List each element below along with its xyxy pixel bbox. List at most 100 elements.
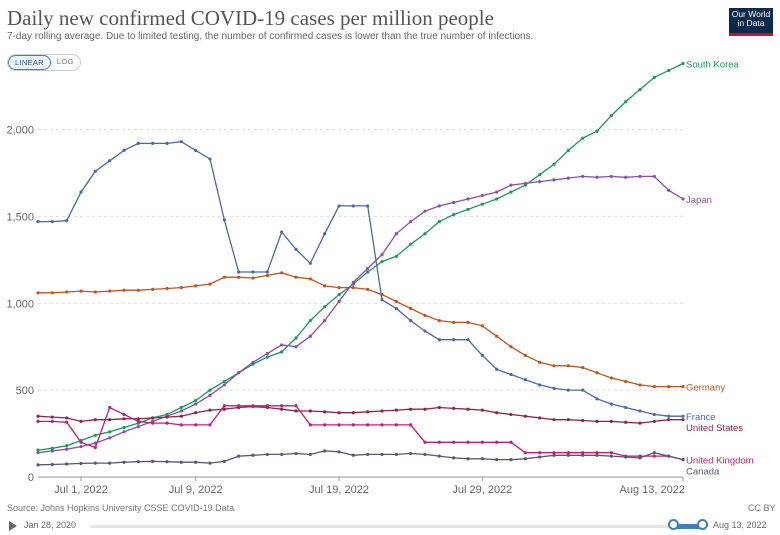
data-point-japan <box>638 174 642 179</box>
data-point-germany <box>523 353 527 357</box>
data-point-united-states <box>595 419 599 423</box>
data-point-united-kingdom <box>566 451 570 455</box>
data-point-south-korea <box>624 100 628 104</box>
data-point-united-states <box>452 406 456 410</box>
x-tick-label: Jul 19, 2022 <box>309 484 369 496</box>
data-point-canada <box>251 453 255 457</box>
data-point-canada <box>581 453 585 457</box>
data-point-canada <box>523 457 527 461</box>
data-point-canada <box>237 454 241 458</box>
license-label[interactable]: CC BY <box>748 503 776 513</box>
data-point-canada <box>595 453 599 457</box>
data-point-japan <box>366 266 370 271</box>
data-point-france <box>624 405 628 410</box>
data-point-united-kingdom <box>208 423 212 427</box>
data-point-united-states <box>136 417 140 421</box>
data-point-japan <box>194 402 198 406</box>
data-point-canada <box>323 449 327 453</box>
data-point-japan <box>437 204 441 208</box>
data-point-south-korea <box>337 292 341 297</box>
data-point-united-states <box>624 420 628 424</box>
data-point-germany <box>122 288 126 292</box>
y-tick-label: 1,000 <box>6 298 34 310</box>
data-point-united-states <box>380 409 384 413</box>
data-point-united-states <box>638 421 642 425</box>
data-point-france <box>652 412 656 417</box>
data-point-japan <box>65 447 69 451</box>
timeline-start-label: Jan 28, 2020 <box>24 520 77 530</box>
data-point-united-states <box>79 419 83 423</box>
data-point-united-kingdom <box>480 440 484 444</box>
data-point-germany <box>566 364 570 368</box>
data-point-germany <box>165 286 169 291</box>
data-point-united-kingdom <box>394 423 398 427</box>
data-point-united-kingdom <box>538 451 542 455</box>
timeline-end-handle[interactable] <box>697 519 708 530</box>
data-point-south-korea <box>581 136 585 140</box>
data-point-united-kingdom <box>609 451 613 455</box>
data-point-united-kingdom <box>595 451 599 455</box>
series-united-states <box>36 405 685 425</box>
play-icon[interactable] <box>9 521 17 531</box>
timeline-selection[interactable] <box>674 524 704 529</box>
data-point-japan <box>308 334 312 338</box>
series-label-united-states[interactable]: United States <box>686 423 743 434</box>
series-line-united-kingdom <box>38 405 684 461</box>
data-point-canada <box>222 459 226 463</box>
data-point-france <box>222 218 226 222</box>
data-point-germany <box>423 313 427 318</box>
data-point-france <box>681 414 685 418</box>
data-point-canada <box>552 453 556 457</box>
owid-logo[interactable]: Our World in Data <box>729 8 773 36</box>
series-label-canada[interactable]: Canada <box>686 467 720 478</box>
data-point-united-states <box>681 418 685 422</box>
data-point-france <box>595 397 599 401</box>
linear-scale-button[interactable]: LINEAR <box>8 55 51 70</box>
series-label-united-kingdom[interactable]: United Kingdom <box>686 456 754 467</box>
data-point-united-states <box>495 411 499 415</box>
line-chart: 0 500 1,000 1,500 2,000 Jul 1, 2022 Jul 9, 20… <box>6 59 754 496</box>
data-point-canada <box>122 460 126 464</box>
data-point-south-korea <box>65 444 69 448</box>
data-point-japan <box>280 343 284 347</box>
data-point-canada <box>652 451 656 455</box>
series-line-united-states <box>37 405 683 424</box>
series-label-germany[interactable]: Germany <box>686 383 725 394</box>
data-point-canada <box>294 451 298 456</box>
series-label-france[interactable]: France <box>686 412 716 423</box>
series-label-japan[interactable]: Japan <box>686 195 712 206</box>
data-point-united-kingdom <box>452 440 456 444</box>
data-point-united-kingdom <box>136 419 140 423</box>
data-point-germany <box>308 277 312 281</box>
data-point-south-korea <box>681 61 685 66</box>
data-point-japan <box>380 253 384 257</box>
timeline-start-handle[interactable] <box>668 519 679 530</box>
data-point-canada <box>36 463 40 467</box>
data-point-japan <box>337 299 341 304</box>
data-point-south-korea <box>265 355 269 359</box>
data-point-south-korea <box>652 75 656 79</box>
data-point-united-kingdom <box>294 404 298 408</box>
log-scale-button[interactable]: LOG <box>56 57 74 66</box>
data-point-united-states <box>36 414 40 418</box>
data-point-germany <box>265 273 269 278</box>
x-tick-label: Aug 13, 2022 <box>620 484 685 496</box>
series-label-south-korea[interactable]: South Korea <box>686 59 740 70</box>
data-point-south-korea <box>122 425 126 430</box>
data-point-france <box>452 338 456 342</box>
source-note: Source: Johns Hopkins University CSSE CO… <box>7 503 235 513</box>
data-point-germany <box>437 319 441 323</box>
data-point-japan <box>581 174 585 179</box>
logo-line-1: Our World <box>731 9 771 19</box>
data-point-south-korea <box>380 259 384 264</box>
data-point-south-korea <box>323 305 327 309</box>
scale-toggle[interactable]: LINEAR LOG <box>7 54 81 71</box>
data-point-france <box>122 148 126 152</box>
data-point-france <box>108 159 112 163</box>
timeline-slider[interactable]: Jan 28, 2020 Aug 13, 2022 <box>0 516 780 534</box>
data-point-germany <box>495 334 499 338</box>
data-point-united-states <box>337 411 341 415</box>
timeline-track[interactable] <box>90 525 698 528</box>
data-point-japan <box>208 393 212 397</box>
data-point-france <box>179 140 183 144</box>
